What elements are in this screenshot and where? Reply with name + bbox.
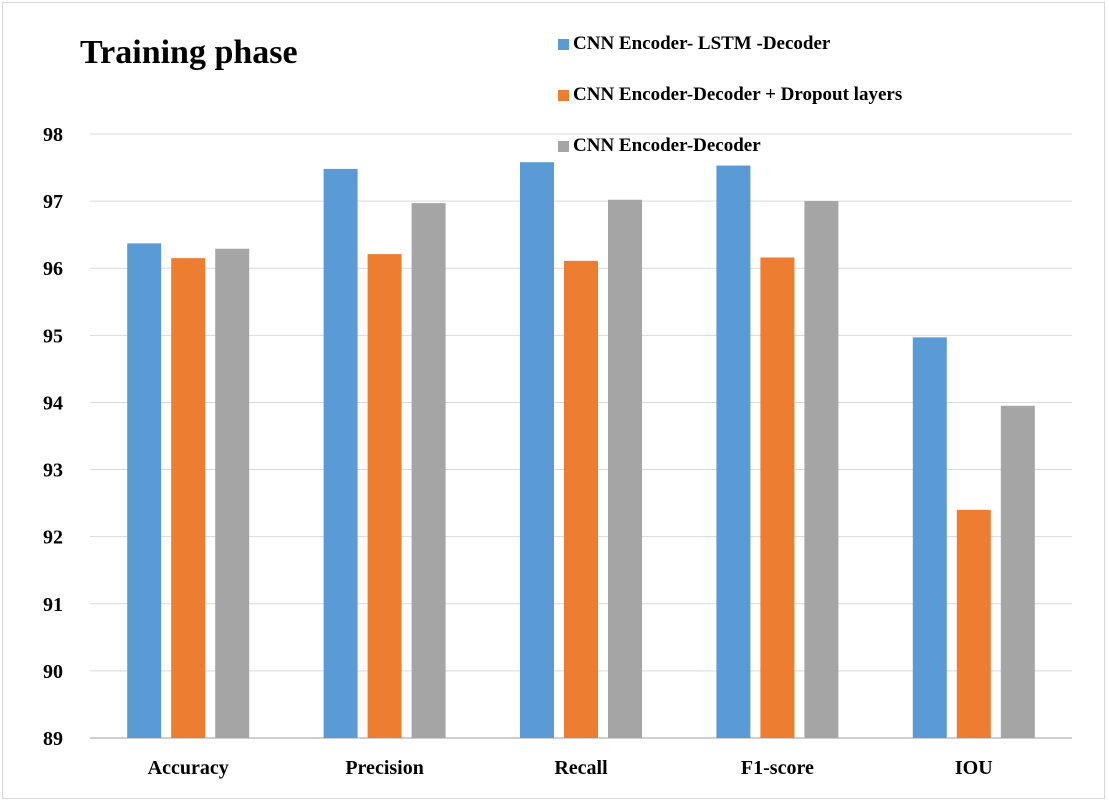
y-tick-label: 89	[43, 728, 63, 750]
y-tick-label: 97	[43, 191, 63, 213]
y-tick-label: 98	[43, 124, 63, 146]
bar-precision-series-2	[367, 254, 402, 738]
chart-title: Training phase	[80, 34, 298, 71]
bar-recall-series-1	[520, 162, 554, 739]
legend-label-1: CNN Encoder- LSTM -Decoder	[573, 33, 831, 54]
y-tick-label: 95	[43, 325, 63, 347]
y-tick-label: 92	[43, 527, 63, 549]
legend-label-2: CNN Encoder-Decoder + Dropout layers	[573, 84, 903, 105]
x-category-label: Recall	[554, 757, 608, 779]
legend-swatch-1	[558, 38, 569, 50]
legend-swatch-2	[558, 89, 569, 101]
bar-iou-series-2	[956, 509, 991, 738]
bar-accuracy-series-2	[171, 258, 206, 738]
bar-precision-series-1	[323, 168, 358, 739]
bar-f1-score-series-1	[716, 165, 751, 738]
y-tick-label: 91	[43, 594, 63, 616]
y-tick-label: 93	[43, 460, 63, 482]
bar-f1-score-series-2	[760, 257, 795, 738]
legend-item-1: CNN Encoder- LSTM -Decoder	[558, 32, 902, 56]
y-tick-label: 90	[43, 661, 63, 683]
x-axis-categories: Accuracy Precision Recall F1-score IOU	[148, 757, 993, 779]
bar-iou-series-3	[1000, 405, 1035, 738]
legend-label-3: CNN Encoder-Decoder	[573, 135, 761, 156]
bars	[127, 162, 1035, 739]
bar-iou-series-1	[912, 337, 947, 738]
x-category-label: Precision	[345, 757, 424, 779]
y-tick-label: 96	[43, 258, 63, 280]
legend-item-3: CNN Encoder-Decoder	[558, 134, 902, 158]
x-category-label: F1-score	[741, 757, 814, 779]
legend-item-2: CNN Encoder-Decoder + Dropout layers	[558, 83, 902, 107]
bar-recall-series-3	[608, 199, 642, 738]
bar-accuracy-series-1	[127, 243, 162, 738]
legend: CNN Encoder- LSTM -Decoder CNN Encoder-D…	[558, 32, 902, 185]
x-category-label: Accuracy	[148, 757, 229, 779]
gridlines	[90, 133, 1072, 739]
y-axis-ticks: 89 90 91 92 93 94 95 96 97 98	[43, 124, 63, 750]
y-tick-label: 94	[43, 392, 63, 414]
bar-accuracy-series-3	[215, 248, 250, 738]
legend-swatch-3	[558, 140, 569, 152]
x-category-label: IOU	[955, 757, 993, 779]
bar-precision-series-3	[411, 203, 446, 738]
bar-f1-score-series-3	[804, 201, 839, 739]
bar-recall-series-2	[564, 260, 598, 738]
